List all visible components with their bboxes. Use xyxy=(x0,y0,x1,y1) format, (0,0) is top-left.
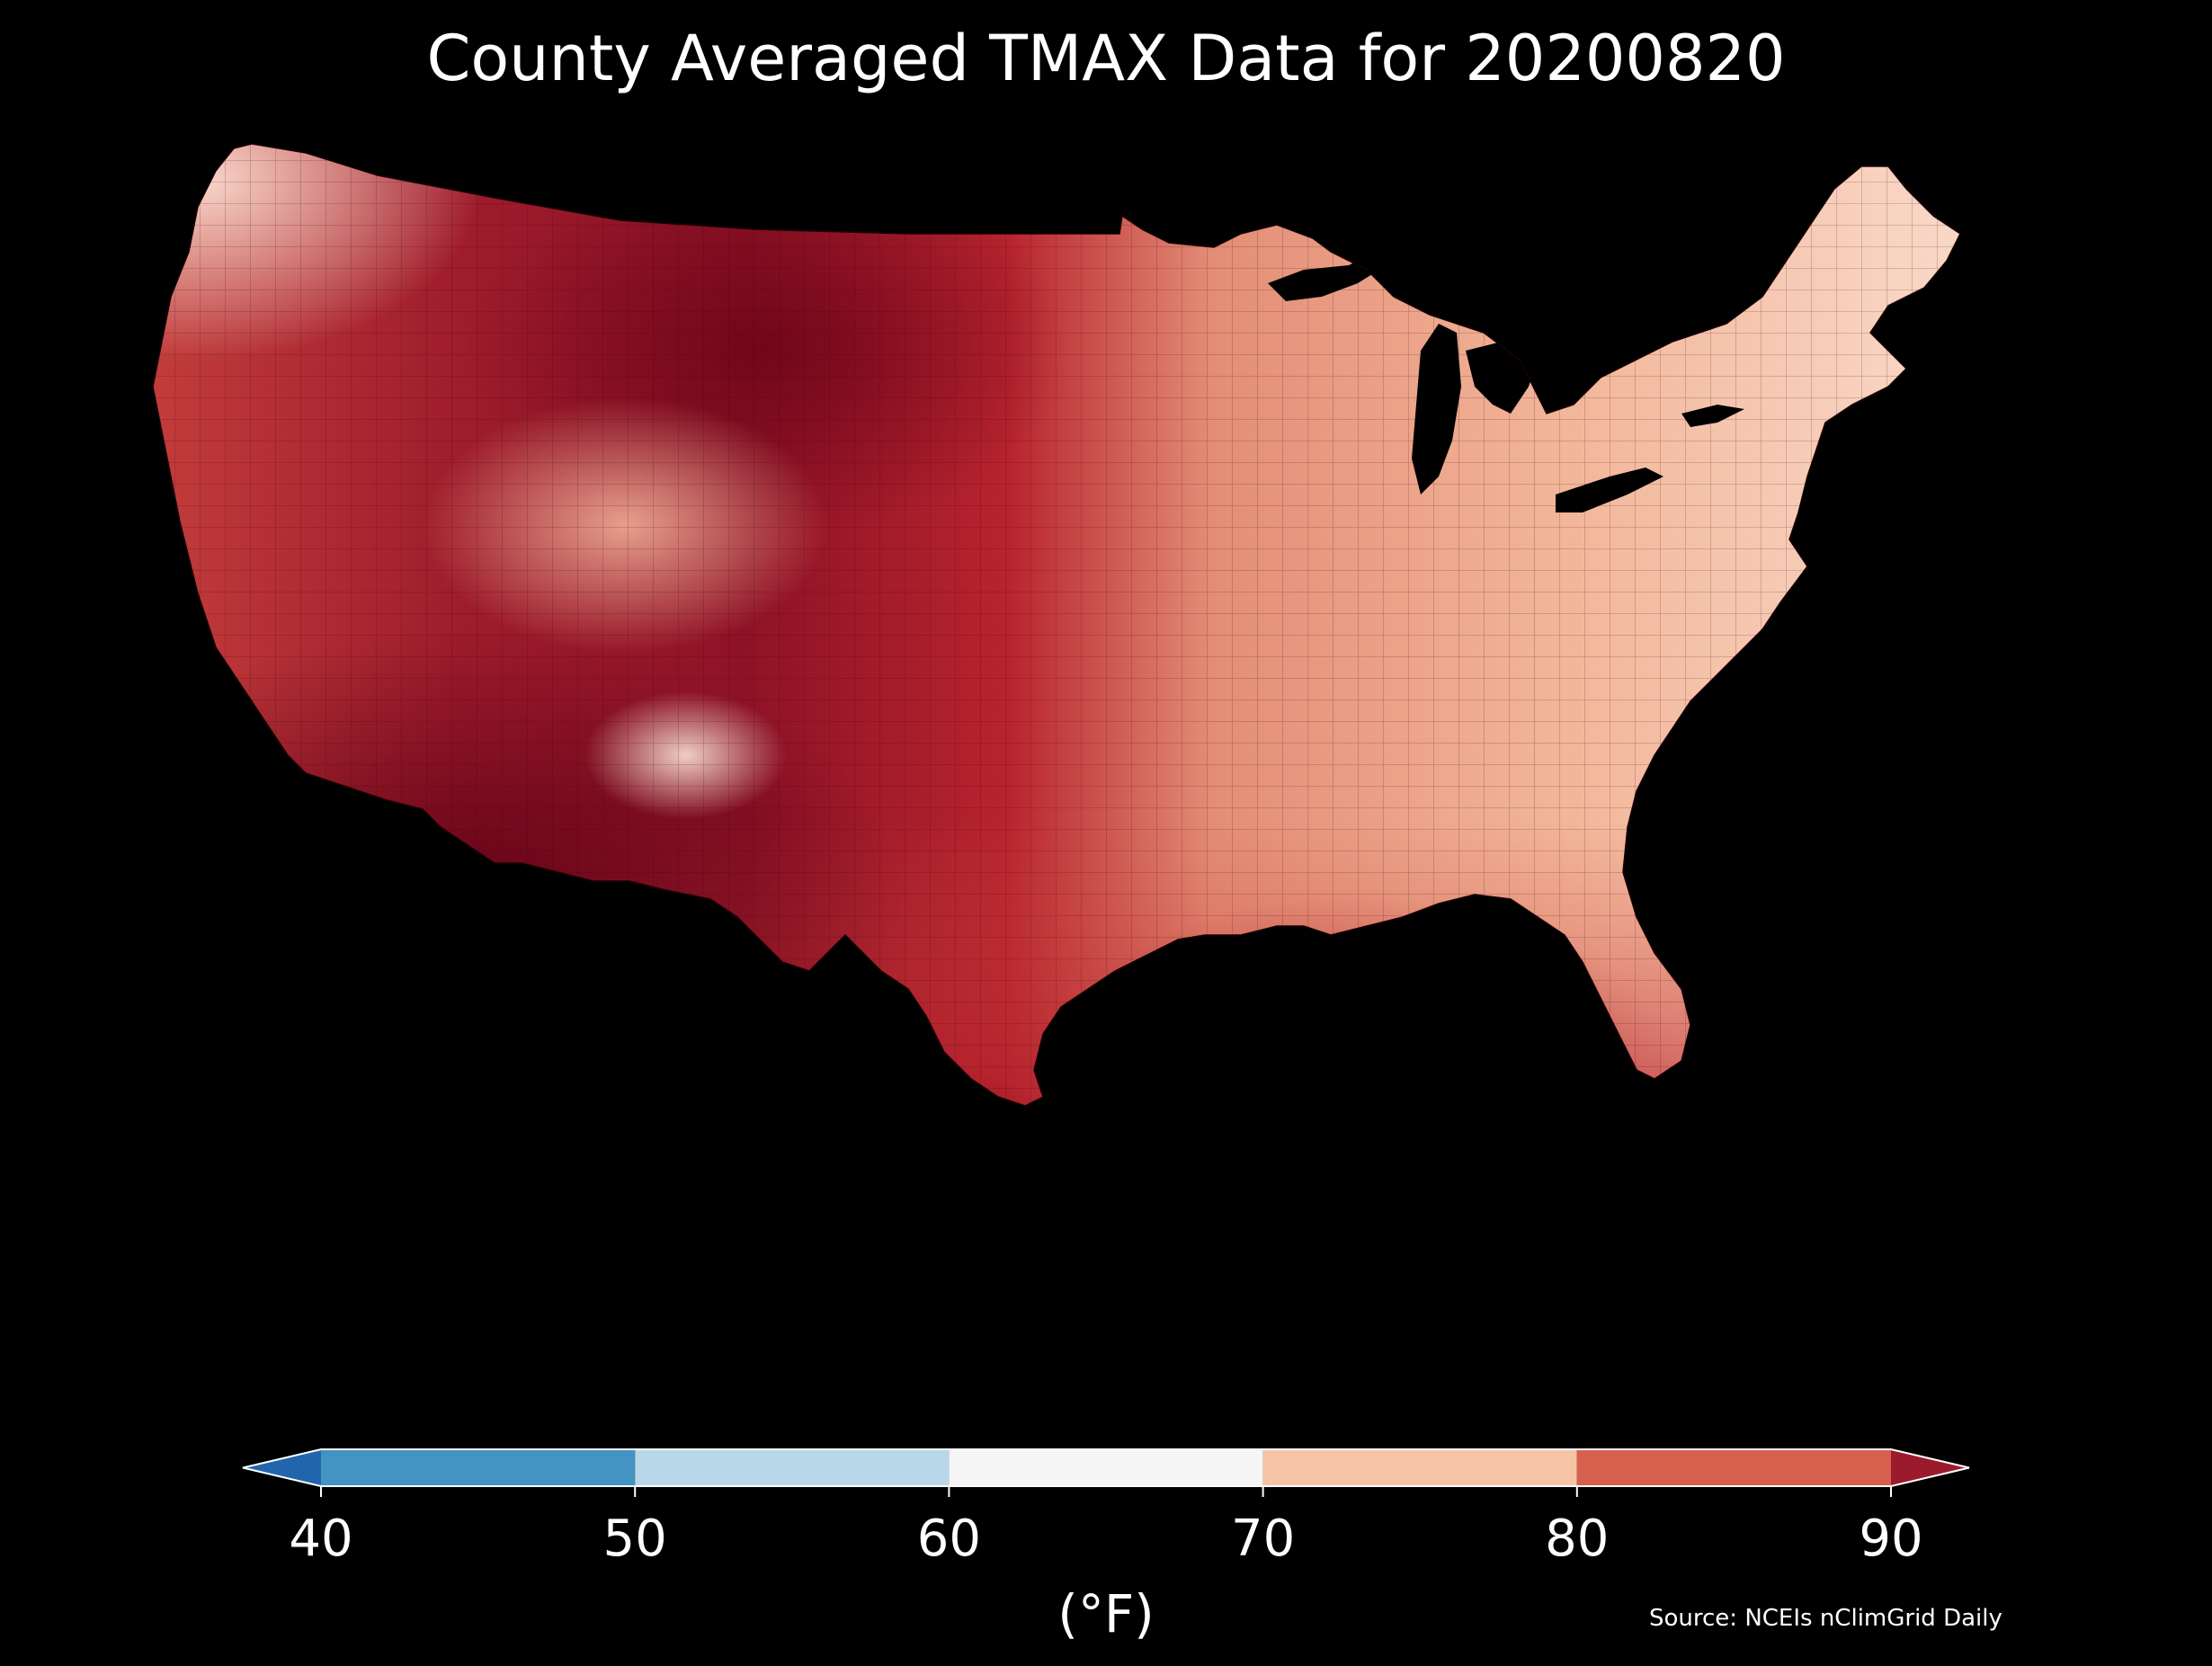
colorbar-ticks xyxy=(320,1486,1892,1497)
colorbar-tick-label: 40 xyxy=(289,1510,353,1568)
colorbar-bin-6 xyxy=(1891,1449,1969,1486)
map-land xyxy=(153,144,1960,1106)
map-title: County Averaged TMAX Data for 20200820 xyxy=(426,22,1786,95)
source-credit: Source: NCEIs nClimGrid Daily xyxy=(1649,1605,2002,1632)
colorbar-tick-label: 90 xyxy=(1859,1510,1923,1568)
colorbar-unit-label: (°F) xyxy=(1057,1583,1155,1644)
colorbar-tick-label: 60 xyxy=(916,1510,982,1568)
colorbar-tick-label: 70 xyxy=(1230,1510,1296,1568)
colorbar-bin-5 xyxy=(1576,1449,1891,1486)
colorbar-bin-1 xyxy=(321,1449,636,1486)
colorbar-tick-label: 80 xyxy=(1545,1510,1610,1568)
us-outline xyxy=(152,143,1961,1107)
colorbar-bin-3 xyxy=(949,1449,1263,1486)
us-county-tmax-map xyxy=(152,143,1961,1107)
colorbar-bin-4 xyxy=(1262,1449,1577,1486)
colorbar-bins xyxy=(242,1448,1970,1487)
colorbar-tick-label: 50 xyxy=(602,1510,667,1568)
colorbar-outline xyxy=(242,1448,1970,1487)
colorbar-bin-0 xyxy=(243,1449,321,1486)
colorbar-bin-2 xyxy=(635,1449,950,1486)
